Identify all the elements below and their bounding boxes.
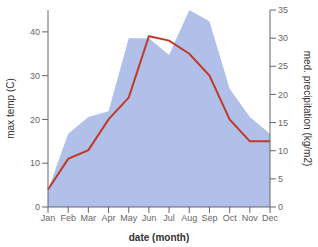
svg-text:Dec: Dec (262, 213, 279, 223)
svg-text:Sep: Sep (201, 213, 217, 223)
svg-text:Feb: Feb (60, 213, 76, 223)
svg-text:Oct: Oct (223, 213, 238, 223)
svg-text:Aug: Aug (181, 213, 197, 223)
svg-text:Nov: Nov (242, 213, 259, 223)
svg-text:Jun: Jun (142, 213, 157, 223)
svg-text:5: 5 (278, 174, 283, 184)
svg-text:Jul: Jul (163, 213, 175, 223)
svg-text:Mar: Mar (81, 213, 97, 223)
svg-text:0: 0 (278, 202, 283, 212)
svg-text:20: 20 (278, 90, 288, 100)
svg-text:35: 35 (278, 5, 288, 15)
svg-text:20: 20 (30, 115, 40, 125)
svg-text:10: 10 (30, 158, 40, 168)
svg-text:May: May (120, 213, 138, 223)
svg-text:med. precipitation (kg/m2): med. precipitation (kg/m2) (302, 51, 310, 167)
svg-text:15: 15 (278, 118, 288, 128)
svg-text:25: 25 (278, 61, 288, 71)
svg-text:Jan: Jan (41, 213, 56, 223)
svg-text:max temp (C): max temp (C) (8, 78, 16, 139)
svg-text:10: 10 (278, 146, 288, 156)
svg-text:30: 30 (278, 33, 288, 43)
svg-text:30: 30 (30, 71, 40, 81)
svg-text:date (month): date (month) (129, 232, 190, 243)
svg-text:40: 40 (30, 27, 40, 37)
svg-text:0: 0 (35, 202, 40, 212)
svg-text:Apr: Apr (102, 213, 116, 223)
